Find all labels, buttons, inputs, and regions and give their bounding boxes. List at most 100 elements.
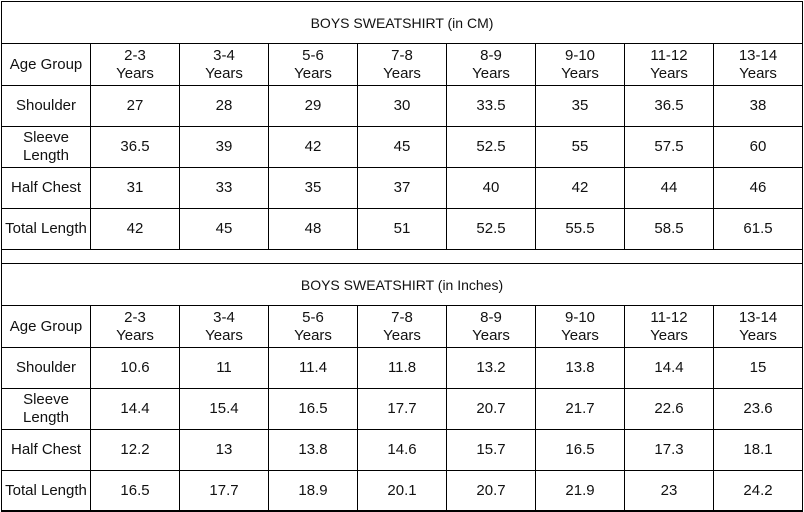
header-label: Age Group (1, 43, 91, 86)
age-unit: Years (472, 326, 510, 344)
measurement-cell: 21.7 (535, 388, 625, 430)
measurement-cell: 55 (535, 126, 625, 168)
measurement-cell: 14.4 (90, 388, 180, 430)
row-label: Shoulder (1, 85, 91, 127)
age-range: 5-6 (302, 46, 324, 64)
age-group-header: 7-8 Years (357, 43, 447, 86)
measurement-cell: 42 (268, 126, 358, 168)
table-title: BOYS SWEATSHIRT (in CM) (1, 1, 803, 44)
measurement-cell: 18.9 (268, 470, 358, 512)
measurement-cell: 31 (90, 167, 180, 209)
age-unit: Years (650, 326, 688, 344)
age-unit: Years (561, 326, 599, 344)
measurement-cell: 11 (179, 347, 269, 389)
age-unit: Years (472, 64, 510, 82)
measurement-cell: 13 (179, 429, 269, 471)
measurement-cell: 51 (357, 208, 447, 250)
measurement-cell: 45 (357, 126, 447, 168)
measurement-cell: 15.4 (179, 388, 269, 430)
table-row: Half Chest 12.2 13 13.8 14.6 15.7 16.5 17.3 18.1 (1, 429, 803, 471)
age-group-header: 3-4 Years (179, 305, 269, 348)
measurement-cell: 14.4 (624, 347, 714, 389)
measurement-cell: 18.1 (713, 429, 803, 471)
measurement-cell: 15.7 (446, 429, 536, 471)
measurement-cell: 16.5 (90, 470, 180, 512)
age-unit: Years (205, 64, 243, 82)
measurement-cell: 46 (713, 167, 803, 209)
age-unit: Years (116, 64, 154, 82)
measurement-cell: 28 (179, 85, 269, 127)
age-group-header: 5-6 Years (268, 305, 358, 348)
age-range: 7-8 (391, 308, 413, 326)
header-label: Age Group (1, 305, 91, 348)
age-group-header: 13-14 Years (713, 305, 803, 348)
age-range: 9-10 (564, 46, 596, 64)
age-range: 7-8 (391, 46, 413, 64)
measurement-cell: 30 (357, 85, 447, 127)
age-range: 2-3 (124, 308, 146, 326)
age-range: 13-14 (738, 46, 778, 64)
table-row: Sleeve Length 14.4 15.4 16.5 17.7 20.7 21.7 22.… (1, 388, 803, 430)
age-range: 11-12 (650, 308, 688, 326)
measurement-cell: 29 (268, 85, 358, 127)
table-title: BOYS SWEATSHIRT (in Inches) (1, 263, 803, 306)
size-table-inches: BOYS SWEATSHIRT (in Inches) Age Group 2-3 Y… (1, 263, 803, 512)
age-unit: Years (383, 326, 421, 344)
measurement-cell: 61.5 (713, 208, 803, 250)
age-range: 5-6 (302, 308, 324, 326)
age-unit: Years (294, 326, 332, 344)
size-table-cm: BOYS SWEATSHIRT (in CM) Age Group 2-3 Years… (1, 1, 803, 250)
age-range: 13-14 (738, 308, 778, 326)
measurement-cell: 60 (713, 126, 803, 168)
age-group-header: 5-6 Years (268, 43, 358, 86)
measurement-cell: 52.5 (446, 208, 536, 250)
measurement-cell: 45 (179, 208, 269, 250)
age-unit: Years (650, 64, 688, 82)
measurement-cell: 57.5 (624, 126, 714, 168)
measurement-cell: 10.6 (90, 347, 180, 389)
measurement-cell: 44 (624, 167, 714, 209)
measurement-cell: 17.7 (179, 470, 269, 512)
measurement-cell: 35 (268, 167, 358, 209)
measurement-cell: 36.5 (90, 126, 180, 168)
age-group-header: 2-3 Years (90, 43, 180, 86)
measurement-cell: 55.5 (535, 208, 625, 250)
measurement-cell: 27 (90, 85, 180, 127)
measurement-cell: 42 (535, 167, 625, 209)
measurement-cell: 20.7 (446, 470, 536, 512)
measurement-cell: 39 (179, 126, 269, 168)
age-range: 8-9 (480, 46, 502, 64)
age-group-header: 11-12 Years (624, 305, 714, 348)
measurement-cell: 24.2 (713, 470, 803, 512)
row-label: Sleeve Length (1, 388, 91, 430)
measurement-cell: 22.6 (624, 388, 714, 430)
measurement-cell: 17.3 (624, 429, 714, 471)
age-group-header: 7-8 Years (357, 305, 447, 348)
measurement-cell: 11.8 (357, 347, 447, 389)
age-group-header: 13-14 Years (713, 43, 803, 86)
age-group-header: 8-9 Years (446, 305, 536, 348)
age-unit: Years (116, 326, 154, 344)
measurement-cell: 37 (357, 167, 447, 209)
row-label: Shoulder (1, 347, 91, 389)
measurement-cell: 23.6 (713, 388, 803, 430)
table-spacer (1, 249, 803, 262)
age-group-header: 8-9 Years (446, 43, 536, 86)
header-row: Age Group 2-3 Years 3-4 Years 5-6 Years 7-8 Year… (1, 43, 803, 86)
measurement-cell: 35 (535, 85, 625, 127)
row-label: Total Length (1, 208, 91, 250)
table-row: Shoulder 10.6 11 11.4 11.8 13.2 13.8 14.4 15 (1, 347, 803, 389)
age-unit: Years (294, 64, 332, 82)
age-range: 2-3 (124, 46, 146, 64)
age-range: 9-10 (564, 308, 596, 326)
table-row: Total Length 16.5 17.7 18.9 20.1 20.7 21.9 23 24… (1, 470, 803, 512)
age-group-header: 11-12 Years (624, 43, 714, 86)
measurement-cell: 40 (446, 167, 536, 209)
age-range: 11-12 (650, 46, 688, 64)
measurement-cell: 38 (713, 85, 803, 127)
measurement-cell: 16.5 (535, 429, 625, 471)
measurement-cell: 21.9 (535, 470, 625, 512)
row-label: Total Length (1, 470, 91, 512)
measurement-cell: 11.4 (268, 347, 358, 389)
table-title-row: BOYS SWEATSHIRT (in Inches) (1, 263, 803, 306)
